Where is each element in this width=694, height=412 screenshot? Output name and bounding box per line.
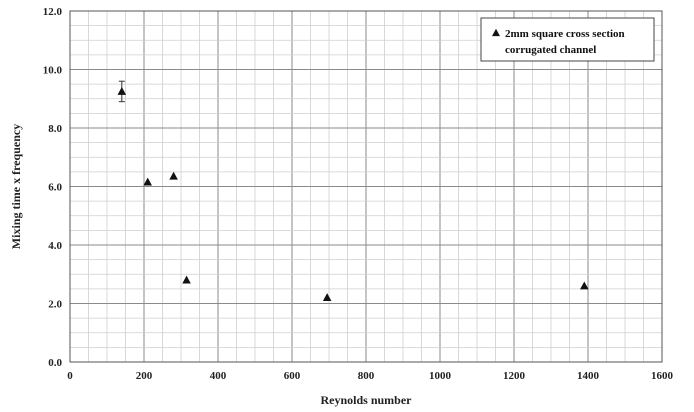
data-point-triangle [117,86,127,95]
x-tick-label: 200 [136,370,153,382]
data-point-triangle [182,275,191,284]
x-tick-label: 800 [358,370,375,382]
data-point-triangle [580,281,589,290]
legend-marker-triangle-icon [492,28,500,37]
x-tick-label: 600 [284,370,301,382]
legend: 2mm square cross section corrugated chan… [480,17,655,62]
y-tick-label: 4.0 [48,240,62,252]
x-tick-label: 1000 [429,370,452,382]
x-tick-label: 1200 [503,370,526,382]
data-point-triangle [322,293,332,302]
data-point-triangle [169,171,178,180]
y-tick-label: 8.0 [48,123,62,135]
x-axis-ticks: 0 200 400 600 800 1000 1200 1400 1600 [67,370,673,382]
y-tick-label: 2.0 [48,299,62,311]
y-tick-label: 10.0 [43,65,63,77]
y-axis-label: Mixing time x frequency [9,124,23,249]
x-tick-label: 400 [210,370,227,382]
y-tick-label: 6.0 [48,182,62,194]
y-axis-ticks: 0.0 2.0 4.0 6.0 8.0 10.0 12.0 [43,6,63,369]
x-tick-label: 1400 [577,370,600,382]
x-tick-label: 0 [67,370,73,382]
data-point-triangle [143,177,152,186]
legend-label-line-1: 2mm square cross section [505,28,625,40]
plot-area [69,10,663,363]
x-tick-label: 1600 [651,370,674,382]
plot-grid [69,10,663,363]
data-points [117,80,589,302]
y-tick-label: 0.0 [48,357,62,369]
legend-box [480,17,655,62]
legend-label-line-2: corrugated channel [505,44,596,56]
x-axis-label: Reynolds number [320,393,412,407]
y-tick-label: 12.0 [43,6,63,18]
